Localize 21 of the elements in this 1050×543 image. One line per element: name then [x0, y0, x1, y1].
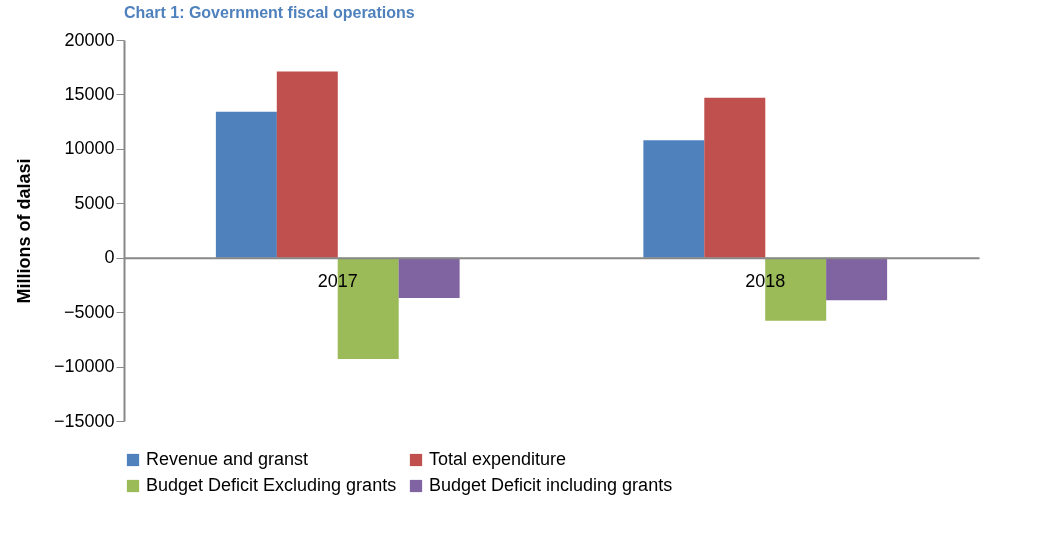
bar — [643, 140, 705, 258]
y-tick-label: 20000 — [64, 29, 115, 50]
y-tick-label: −15000 — [53, 410, 115, 431]
x-tick-label: 2017 — [317, 271, 358, 292]
y-tick-label: 0 — [104, 247, 115, 268]
bar — [215, 111, 277, 258]
bar — [276, 71, 338, 258]
y-axis-title: Millions of dalasi — [13, 158, 34, 304]
legend-label: Budget Deficit including grants — [429, 475, 673, 495]
legend-label: Budget Deficit Excluding grants — [146, 475, 397, 495]
legend-label: Revenue and granst — [146, 449, 309, 469]
bar — [704, 97, 766, 258]
bar — [826, 257, 888, 301]
y-tick-label: −10000 — [53, 356, 115, 377]
y-tick-label: −5000 — [63, 301, 115, 322]
chart-title: Chart 1: Government fiscal operations — [124, 4, 415, 21]
y-tick-label: 5000 — [74, 192, 115, 213]
y-tick-label: 15000 — [64, 83, 115, 104]
y-tick-label: 10000 — [64, 138, 115, 159]
bar — [398, 257, 460, 298]
legend-label: Total expenditure — [429, 449, 567, 469]
